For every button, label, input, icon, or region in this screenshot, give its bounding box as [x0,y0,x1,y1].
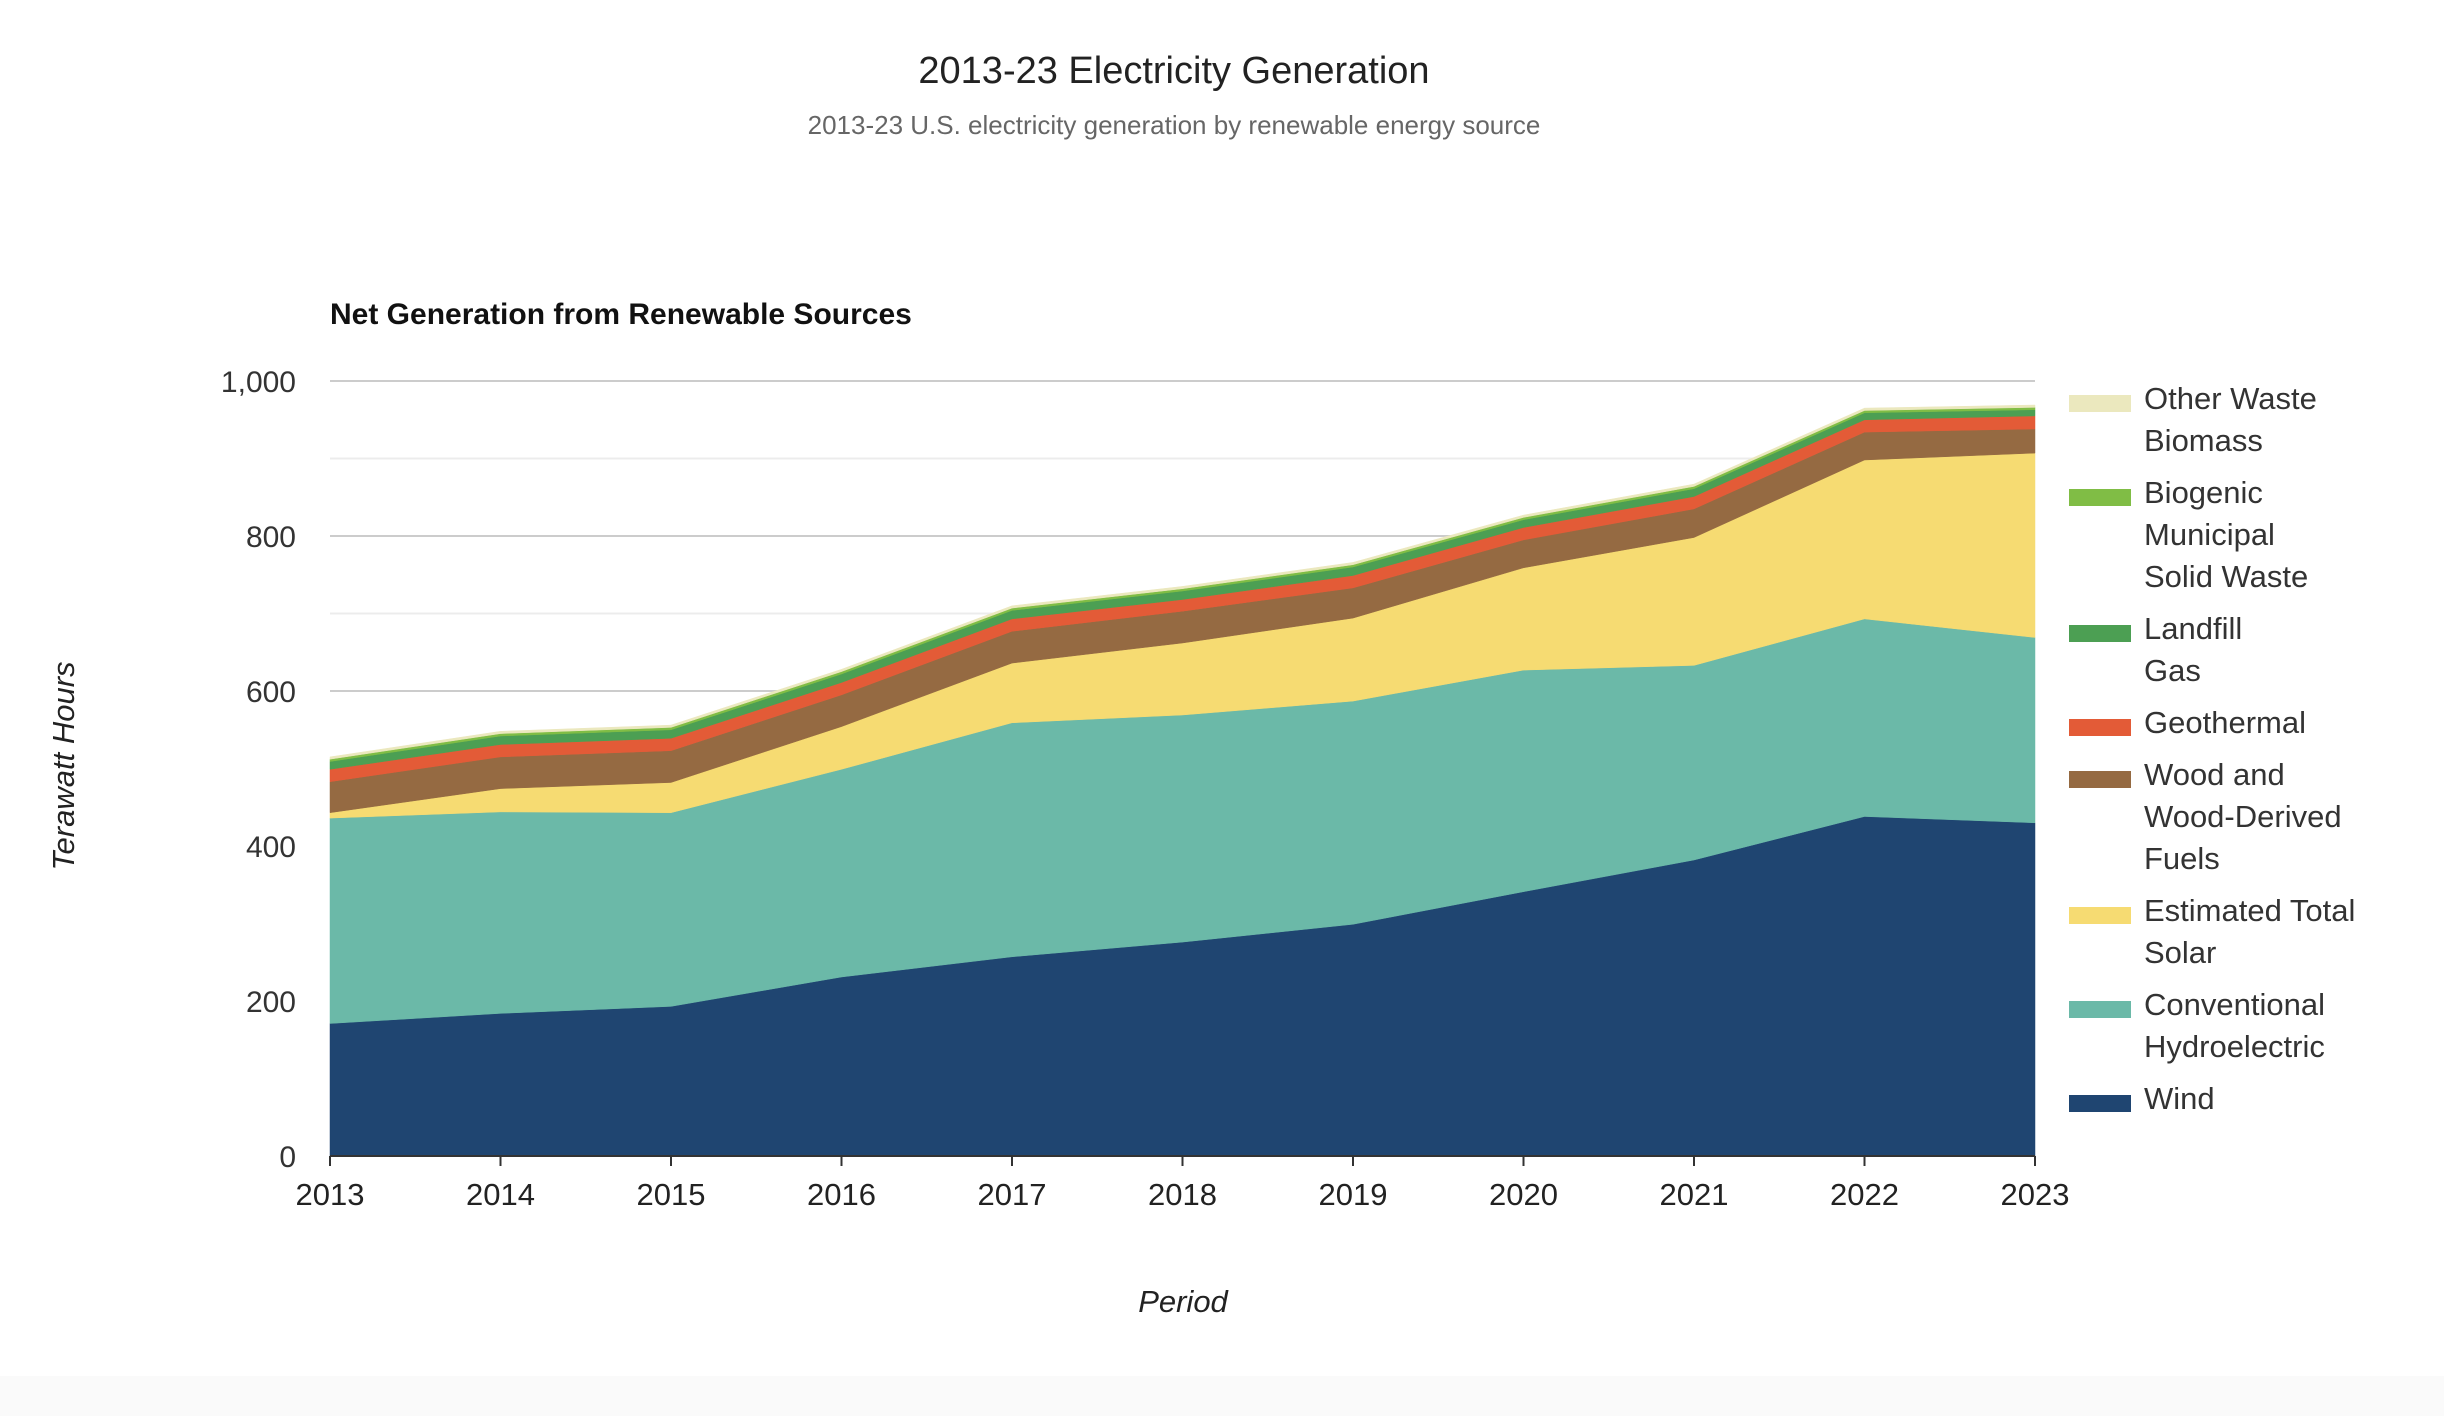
legend-label: Biogenic [2144,475,2263,510]
area-series-group [329,404,2036,1157]
footer-band [0,1376,2444,1416]
legend-swatch [2069,719,2131,736]
legend: Other Waste Biomass Biogenic Municipal Solid… [2069,381,2355,1116]
y-tick-label: 0 [279,1141,296,1174]
legend-item-landfill-gas[interactable]: Landfill Gas [2069,611,2242,688]
legend-swatch [2069,907,2131,924]
legend-label: Fuels [2144,841,2220,876]
x-tick-label: 2015 [637,1177,706,1212]
legend-label: Solid Waste [2144,559,2308,594]
x-tick-label: 2018 [1148,1177,1217,1212]
legend-item-estimated-total-solar[interactable]: Estimated Total Solar [2069,893,2355,970]
x-tick-label: 2021 [1660,1177,1729,1212]
y-axis-label: Terawatt Hours [46,661,81,870]
x-tick-label: 2017 [978,1177,1047,1212]
x-axis: 2013 2014 2015 2016 2017 2018 2019 2020 2021 2022… [296,1155,2070,1212]
area-other-waste-biomass[interactable] [329,404,2036,760]
legend-label: Estimated Total [2144,893,2355,928]
legend-label: Wood-Derived [2144,799,2342,834]
y-tick-label: 200 [246,986,296,1019]
legend-label: Hydroelectric [2144,1029,2325,1064]
legend-label: Conventional [2144,987,2325,1022]
x-tick-label: 2014 [466,1177,535,1212]
legend-label: Gas [2144,653,2201,688]
y-tick-label: 600 [246,676,296,709]
legend-item-biogenic-municipal-solid-waste[interactable]: Biogenic Municipal Solid Waste [2069,475,2308,594]
y-tick-label: 1,000 [221,366,296,399]
chart-subtitle: 2013-23 U.S. electricity generation by r… [808,110,1541,140]
legend-item-wind[interactable]: Wind [2069,1081,2215,1116]
legend-swatch [2069,1001,2131,1018]
y-tick-label: 400 [246,831,296,864]
y-axis: 0 200 400 600 800 1,000 [221,366,296,1174]
legend-item-conventional-hydroelectric[interactable]: Conventional Hydroelectric [2069,987,2325,1064]
legend-label: Landfill [2144,611,2242,646]
legend-item-wood-and-wood-derived-fuels[interactable]: Wood and Wood-Derived Fuels [2069,757,2342,876]
legend-label: Wind [2144,1081,2215,1116]
legend-label: Wood and [2144,757,2285,792]
legend-swatch [2069,395,2131,412]
x-tick-label: 2022 [1830,1177,1899,1212]
legend-item-other-waste-biomass[interactable]: Other Waste Biomass [2069,381,2317,458]
legend-label: Geothermal [2144,705,2306,740]
y-tick-label: 800 [246,521,296,554]
x-tick-label: 2023 [2001,1177,2070,1212]
x-tick-label: 2020 [1489,1177,1558,1212]
legend-label: Biomass [2144,423,2263,458]
legend-swatch [2069,489,2131,506]
x-tick-label: 2013 [296,1177,365,1212]
legend-label: Other Waste [2144,381,2317,416]
legend-label: Municipal [2144,517,2275,552]
x-axis-label: Period [1138,1284,1229,1319]
legend-swatch [2069,771,2131,788]
legend-swatch [2069,1095,2131,1112]
x-tick-label: 2019 [1319,1177,1388,1212]
plot-title: Net Generation from Renewable Sources [330,298,912,331]
legend-swatch [2069,625,2131,642]
legend-label: Solar [2144,935,2216,970]
legend-item-geothermal[interactable]: Geothermal [2069,705,2306,740]
x-tick-label: 2016 [807,1177,876,1212]
chart-title: 2013-23 Electricity Generation [918,50,1429,92]
